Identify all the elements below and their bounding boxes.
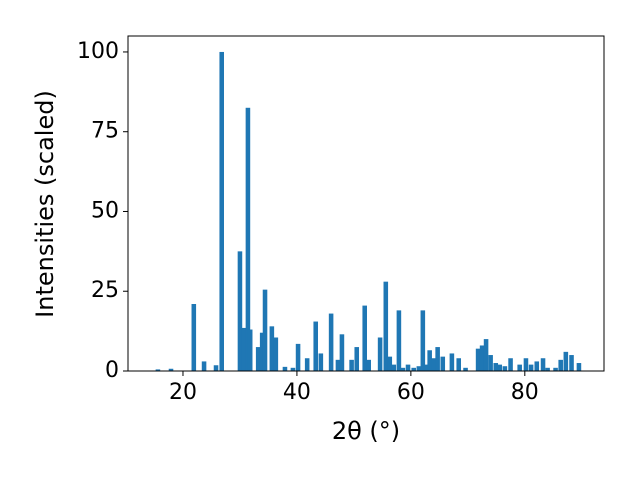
bar bbox=[528, 364, 534, 371]
bar bbox=[155, 369, 161, 371]
bar bbox=[545, 367, 550, 371]
x-axis-title: 2θ (°) bbox=[332, 417, 400, 445]
bar bbox=[488, 355, 493, 371]
bar bbox=[396, 310, 402, 371]
bar bbox=[400, 367, 406, 371]
bar bbox=[339, 334, 345, 371]
bar bbox=[463, 367, 468, 371]
bar bbox=[558, 359, 563, 371]
bar bbox=[168, 368, 174, 371]
bar bbox=[318, 353, 324, 371]
bar bbox=[502, 366, 508, 371]
bar bbox=[411, 367, 416, 371]
bar bbox=[391, 364, 397, 371]
bar bbox=[493, 363, 499, 371]
bar bbox=[497, 364, 503, 371]
bar bbox=[366, 359, 371, 371]
bar bbox=[540, 358, 546, 371]
bar bbox=[219, 51, 224, 371]
x-tick-label: 40 bbox=[283, 380, 311, 405]
bar bbox=[534, 361, 540, 371]
bar bbox=[290, 367, 296, 371]
bar bbox=[313, 321, 319, 371]
bar bbox=[435, 347, 440, 371]
bar bbox=[420, 310, 426, 371]
bar bbox=[304, 358, 310, 371]
bar bbox=[416, 366, 422, 371]
bar bbox=[328, 313, 334, 371]
bar bbox=[383, 281, 389, 371]
bar bbox=[349, 359, 354, 371]
bar bbox=[241, 327, 247, 371]
bar bbox=[405, 364, 411, 371]
bar bbox=[508, 358, 513, 371]
bar bbox=[295, 343, 301, 371]
bar bbox=[237, 251, 243, 371]
y-tick-label: 75 bbox=[91, 119, 119, 144]
bar bbox=[377, 337, 383, 371]
bar bbox=[255, 347, 261, 371]
bar bbox=[424, 364, 430, 371]
plot-frame bbox=[127, 35, 605, 372]
bar bbox=[335, 359, 341, 371]
x-tick-label: 20 bbox=[169, 380, 197, 405]
y-tick-label: 100 bbox=[77, 39, 119, 64]
bar bbox=[387, 356, 393, 371]
bar bbox=[269, 326, 275, 371]
y-axis-title: Intensities (scaled) bbox=[31, 90, 59, 318]
bar bbox=[517, 364, 522, 371]
bar bbox=[456, 358, 462, 371]
bar bbox=[440, 356, 446, 371]
bar bbox=[553, 367, 558, 371]
y-tick-label: 0 bbox=[105, 358, 119, 383]
bar bbox=[282, 366, 288, 371]
bar bbox=[569, 355, 574, 371]
bar bbox=[245, 107, 251, 372]
bar bbox=[576, 363, 582, 371]
bar bbox=[354, 347, 360, 371]
bar bbox=[201, 361, 207, 371]
y-tick-label: 25 bbox=[91, 278, 119, 303]
y-tick-label: 50 bbox=[91, 198, 119, 223]
bar bbox=[191, 304, 197, 371]
bar bbox=[479, 345, 485, 371]
bar bbox=[247, 329, 253, 371]
bar bbox=[273, 337, 279, 371]
bar bbox=[431, 358, 436, 371]
bar bbox=[563, 351, 569, 371]
bar bbox=[259, 332, 265, 371]
bar bbox=[427, 350, 432, 371]
bar bbox=[475, 348, 481, 371]
bar bbox=[213, 365, 219, 371]
x-tick-label: 60 bbox=[397, 380, 425, 405]
bar bbox=[523, 358, 529, 371]
bar bbox=[449, 353, 455, 371]
bar bbox=[362, 305, 367, 371]
bar bbox=[483, 339, 489, 371]
x-tick-label: 80 bbox=[511, 380, 539, 405]
bar bbox=[262, 289, 268, 371]
